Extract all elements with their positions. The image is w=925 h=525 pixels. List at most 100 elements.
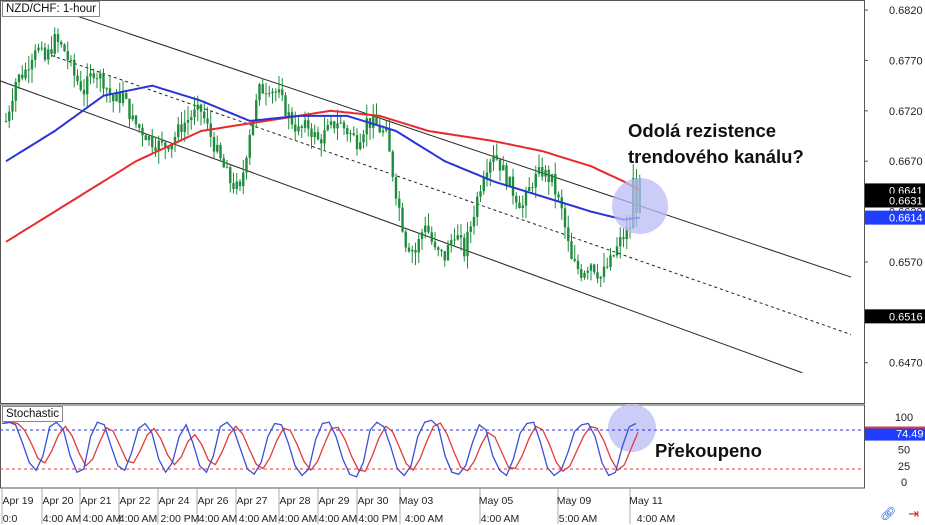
candle-body [394, 177, 398, 199]
candle-body [339, 122, 342, 124]
candle-body [34, 50, 37, 60]
candle-body [190, 117, 193, 120]
chain-link-icon[interactable]: 🔗︎ [879, 506, 897, 521]
x-time-label: 4:00 AM [83, 513, 122, 525]
chart-title: NZD/CHF: 1-hour [2, 1, 101, 17]
candle-body [53, 34, 56, 54]
annotation-line-1: Odolá rezistence [628, 120, 777, 141]
candle-body [619, 237, 622, 247]
candle-body [342, 122, 346, 129]
candle-body [602, 266, 606, 277]
annotation-main: Odolá rezistence trendového kanálu? [628, 118, 804, 170]
x-date-label: May 05 [479, 495, 514, 507]
candle-body [73, 59, 76, 76]
candle-body [609, 255, 612, 267]
x-time-label: 4:00 AM [199, 513, 238, 525]
candle-body [336, 123, 339, 129]
candle-body [21, 74, 24, 79]
candle-body [284, 95, 287, 116]
axes: 0.64700.65700.66200.66700.67200.67700.68… [1, 5, 925, 525]
arrow-right-icon[interactable]: ⇥ [908, 506, 919, 521]
candle-body [443, 251, 446, 261]
overbought-highlight-circle [608, 404, 656, 452]
candle-body [245, 157, 248, 173]
candle-body [320, 139, 323, 144]
candle-body [515, 195, 518, 203]
candle-body [417, 239, 420, 253]
candle-body [528, 187, 531, 191]
candle-body [385, 128, 388, 131]
x-time-label: 4:00 AM [637, 513, 676, 525]
x-time-label: 4:00 AM [43, 513, 82, 525]
candle-body [463, 237, 466, 257]
x-time-label: 4:00 AM [119, 513, 158, 525]
candle-body [271, 91, 274, 94]
candle-body [86, 76, 89, 95]
x-date-label: Apr 19 [3, 495, 34, 507]
price-tag [865, 309, 925, 324]
x-date-label: Apr 24 [159, 495, 190, 507]
candle-body [164, 142, 167, 147]
x-date-label: Apr 28 [280, 495, 311, 507]
stoch-value-tag [865, 426, 925, 441]
candle-body [346, 128, 349, 135]
candle-body [411, 249, 414, 252]
candle-body [433, 241, 437, 248]
candle-body [476, 196, 479, 217]
candle-body [440, 249, 443, 252]
candle-body [261, 84, 264, 94]
candle-body [453, 239, 456, 241]
candle-body [268, 93, 271, 95]
candle-body [287, 112, 290, 116]
candle-body [216, 144, 219, 152]
candle-body [375, 116, 378, 125]
candle-body [365, 118, 368, 135]
candle-body [177, 124, 180, 137]
candle-body [489, 161, 492, 173]
candle-body [420, 232, 424, 240]
candle-body [580, 269, 583, 278]
price-tag-label: 0.6516 [889, 311, 923, 323]
x-time-label: 4:00 AM [239, 513, 278, 525]
candle-body [576, 260, 580, 270]
candle-body [232, 183, 235, 190]
price-tag [865, 193, 925, 208]
candle-body [537, 167, 541, 174]
candle-body [66, 51, 69, 61]
candle-body [593, 264, 596, 273]
candle-body [303, 120, 307, 128]
candle-body [300, 126, 303, 128]
candle-body [199, 104, 203, 112]
candle-body [570, 241, 573, 259]
candle-body [430, 232, 433, 242]
candle-body [151, 135, 154, 148]
candle-body [50, 49, 53, 54]
candle-body [456, 235, 459, 240]
candle-body [297, 126, 300, 132]
candle-body [183, 122, 186, 133]
candle-body [583, 272, 586, 278]
candle-body [414, 249, 417, 253]
candle-body [115, 92, 118, 102]
candle-body [128, 98, 131, 120]
candle-body [277, 89, 281, 93]
candle-body [95, 78, 99, 80]
candle-body [508, 176, 511, 186]
candle-body [485, 172, 489, 178]
candle-body [17, 74, 21, 83]
candle-body [544, 169, 547, 177]
candle-body [388, 128, 391, 152]
stoch-tick-label: 100 [895, 412, 913, 424]
x-time-label: 0:0 [3, 513, 18, 525]
candle-body [160, 140, 164, 143]
candle-body [290, 112, 294, 125]
toolbar-bottom-right: 🔗︎ ⇥ [872, 506, 919, 522]
candle-body [14, 82, 17, 101]
candle-body [615, 246, 619, 256]
candle-body [251, 120, 255, 135]
candle-body [138, 124, 141, 128]
x-date-label: May 09 [557, 495, 592, 507]
candle-body [203, 111, 206, 119]
candle-body [255, 100, 258, 121]
